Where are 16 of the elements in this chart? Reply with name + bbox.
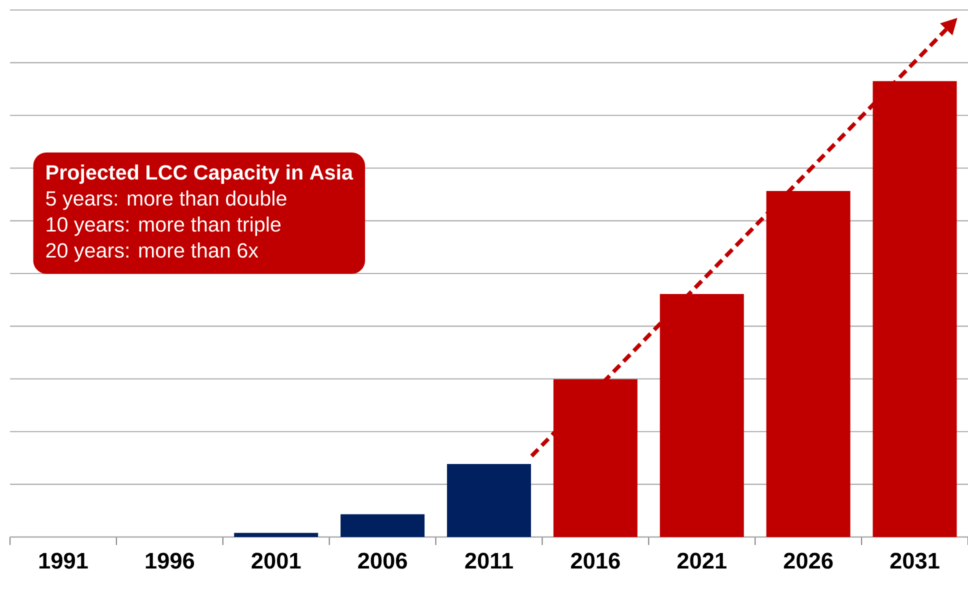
annotation: Projected LCC Capacity in Asia [46, 164, 354, 184]
bar [446, 464, 531, 537]
annotation: 10 years: more than triple [46, 216, 281, 236]
bar [234, 532, 318, 537]
annotation: 20 years: more than 6x [46, 242, 258, 262]
x-tick-label: 1991 [39, 552, 88, 569]
x-tick-label: 2031 [890, 552, 940, 569]
annotation: 5 years: more than double [46, 190, 286, 210]
x-tick-label: 2016 [571, 552, 620, 569]
bar [340, 514, 425, 537]
x-tick-label: 2001 [252, 552, 301, 569]
x-tick-label: 2026 [784, 552, 833, 569]
x-tick-label: 1996 [146, 552, 194, 569]
x-tick-label: 2011 [465, 552, 513, 569]
x-tick-label: 2006 [358, 552, 407, 569]
x-tick-label: 2021 [677, 552, 726, 569]
